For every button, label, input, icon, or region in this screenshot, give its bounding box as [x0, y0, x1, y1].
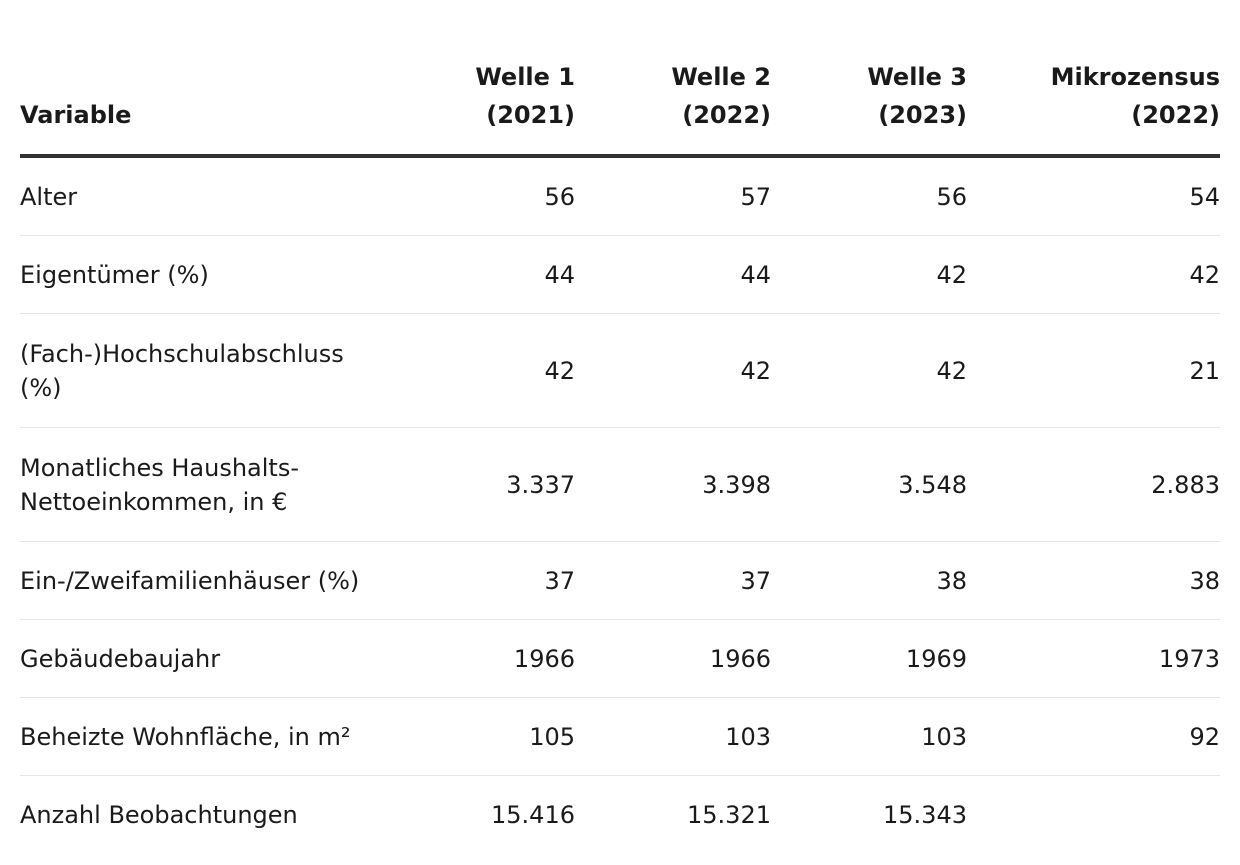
cell-welle-1: 42 [420, 313, 575, 428]
cell-welle-3: 1969 [771, 619, 967, 698]
cell-welle-3: 3.548 [771, 427, 967, 542]
row-label: Ein-/Zweifamilienhäuser (%) [20, 541, 420, 620]
cell-welle-3: 38 [771, 541, 967, 620]
cell-welle-2: 15.321 [687, 800, 771, 829]
cell-mikrozensus: 54 [967, 156, 1220, 236]
header-variable: Variable [20, 0, 420, 158]
header-row: Variable Welle 1 (2021) Welle 2 (2022) W… [20, 0, 1220, 158]
cell-mikrozensus: 42 [967, 235, 1220, 314]
cell-welle-2: 44 [575, 235, 771, 314]
table-row: Monatliches Haushalts- Nettoeinkommen, i… [20, 427, 1220, 542]
cell-welle-3: 103 [771, 697, 967, 776]
cell-welle-2: 103 [575, 697, 771, 776]
cell-welle-3: 42 [771, 313, 967, 428]
cell-mikrozensus [967, 776, 1220, 854]
row-label: Alter [20, 156, 420, 236]
table-row: Ein-/Zweifamilienhäuser (%) 37 37 38 38 [20, 541, 1220, 620]
cell-welle-1: 1966 [420, 619, 575, 698]
table-row: (Fach-)Hochschulabschluss (%) 42 42 42 2… [20, 313, 1220, 428]
cell-welle-2: 3.398 [575, 427, 771, 542]
cell-welle-1: 3.337 [420, 427, 575, 542]
cell-mikrozensus: 2.883 [967, 427, 1220, 542]
cell-welle-3: 15.343 [883, 800, 967, 829]
row-label: (Fach-)Hochschulabschluss (%) [20, 313, 420, 428]
cell-welle-1: 44 [420, 235, 575, 314]
cell-welle-2: 57 [575, 156, 771, 236]
cell-mikrozensus: 1973 [967, 619, 1220, 698]
header-welle-1: Welle 1 (2021) [420, 0, 575, 158]
table-row: Eigentümer (%) 44 44 42 42 [20, 235, 1220, 314]
table-row: Gebäudebaujahr 1966 1966 1969 1973 [20, 619, 1220, 698]
cell-welle-2: 37 [575, 541, 771, 620]
cell-mikrozensus: 92 [967, 697, 1220, 776]
row-label: Eigentümer (%) [20, 235, 420, 314]
cell-mikrozensus: 38 [967, 541, 1220, 620]
cell-welle-2: 1966 [575, 619, 771, 698]
cell-mikrozensus: 21 [967, 313, 1220, 428]
cell-welle-3: 56 [771, 156, 967, 236]
cell-welle-1: 15.416 [491, 800, 575, 829]
header-welle-3: Welle 3 (2023) [771, 0, 967, 158]
table-row: Anzahl Beobachtungen 15.416 15.321 15.34… [20, 776, 1220, 854]
header-mikrozensus: Mikrozensus (2022) [967, 0, 1220, 158]
cell-welle-1: 105 [420, 697, 575, 776]
row-label: Gebäudebaujahr [20, 619, 420, 698]
table-row: Beheizte Wohnfläche, in m² 105 103 103 9… [20, 697, 1220, 776]
row-label: Monatliches Haushalts- Nettoeinkommen, i… [20, 427, 420, 542]
cell-welle-3: 42 [771, 235, 967, 314]
comparison-table-container: Variable Welle 1 (2021) Welle 2 (2022) W… [20, 0, 1220, 853]
cell-welle-1: 56 [420, 156, 575, 236]
table-row: Alter 56 57 56 54 [20, 156, 1220, 236]
comparison-table: Variable Welle 1 (2021) Welle 2 (2022) W… [20, 0, 1220, 853]
header-welle-2: Welle 2 (2022) [575, 0, 771, 158]
cell-welle-2: 42 [575, 313, 771, 428]
row-label: Anzahl Beobachtungen [20, 800, 298, 829]
cell-welle-1: 37 [420, 541, 575, 620]
table-body: Alter 56 57 56 54 Eigentümer (%) 44 44 4… [20, 156, 1220, 853]
row-label: Beheizte Wohnfläche, in m² [20, 697, 420, 776]
table-header: Variable Welle 1 (2021) Welle 2 (2022) W… [20, 0, 1220, 158]
